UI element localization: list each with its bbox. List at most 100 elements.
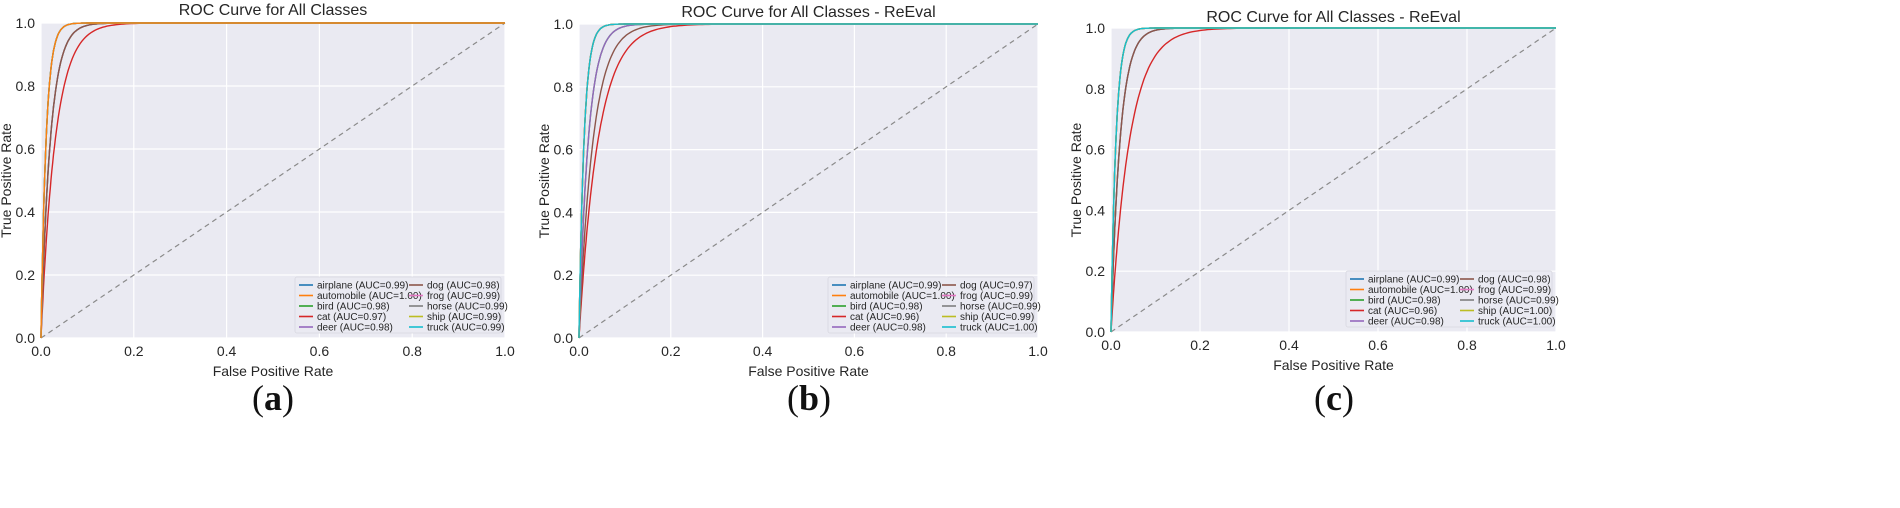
caption-letter: b — [799, 378, 819, 418]
x-tick-label: 0.4 — [1279, 337, 1299, 353]
panel-caption: (a) — [252, 378, 294, 418]
y-axis-label: True Positive Rate — [536, 123, 552, 238]
legend-label-ship: ship (AUC=0.99) — [427, 312, 501, 323]
chart-title: ROC Curve for All Classes - ReEval — [1206, 9, 1460, 26]
legend-box — [294, 276, 502, 334]
chart-title: ROC Curve for All Classes - ReEval — [681, 4, 935, 21]
legend-label-automobile: automobile (AUC=1.00) — [850, 291, 955, 302]
caption-open-paren: ( — [1314, 378, 1326, 418]
x-tick-label: 1.0 — [495, 343, 515, 359]
y-axis-label: True Positive Rate — [0, 123, 14, 238]
x-tick-label: 0.0 — [1101, 337, 1121, 353]
y-tick-label: 0.0 — [1086, 324, 1106, 340]
legend-label-airplane: airplane (AUC=0.99) — [850, 281, 941, 292]
y-tick-label: 0.2 — [16, 267, 36, 283]
legend-label-cat: cat (AUC=0.96) — [850, 312, 919, 323]
legend-label-truck: truck (AUC=1.00) — [960, 323, 1038, 334]
x-tick-label: 0.2 — [1190, 337, 1210, 353]
legend-label-ship: ship (AUC=0.99) — [960, 312, 1034, 323]
legend-label-deer: deer (AUC=0.98) — [317, 323, 393, 334]
x-tick-label: 0.0 — [569, 343, 589, 359]
caption-letter: c — [1326, 378, 1342, 418]
x-tick-label: 0.4 — [753, 343, 773, 359]
x-tick-label: 0.4 — [217, 343, 237, 359]
chart-title: ROC Curve for All Classes — [179, 2, 368, 19]
legend-label-deer: deer (AUC=0.98) — [850, 323, 926, 334]
x-tick-label: 0.8 — [1457, 337, 1477, 353]
panel-caption: (c) — [1314, 378, 1354, 418]
y-tick-label: 0.6 — [16, 141, 36, 157]
y-tick-label: 0.8 — [16, 78, 36, 94]
legend: airplane (AUC=0.99)automobile (AUC=1.00)… — [294, 276, 508, 334]
legend-label-dog: dog (AUC=0.98) — [1478, 275, 1551, 286]
caption-close-paren: ) — [819, 378, 831, 418]
caption-close-paren: ) — [1342, 378, 1354, 418]
x-tick-label: 0.8 — [402, 343, 422, 359]
caption-open-paren: ( — [252, 378, 264, 418]
legend-label-horse: horse (AUC=0.99) — [427, 302, 508, 313]
legend: airplane (AUC=0.99)automobile (AUC=1.00)… — [1345, 270, 1559, 328]
x-tick-label: 0.2 — [661, 343, 681, 359]
legend-box — [827, 276, 1035, 334]
y-tick-label: 0.4 — [1086, 202, 1106, 218]
legend-label-truck: truck (AUC=1.00) — [1478, 317, 1556, 328]
y-tick-label: 0.8 — [1086, 81, 1106, 97]
y-tick-label: 0.4 — [16, 204, 36, 220]
y-tick-label: 1.0 — [554, 16, 574, 32]
roc-curve-truck — [578, 23, 1038, 338]
legend-label-dog: dog (AUC=0.98) — [427, 281, 500, 292]
y-tick-label: 0.4 — [554, 204, 574, 220]
legend-label-ship: ship (AUC=1.00) — [1478, 306, 1552, 317]
legend-label-truck: truck (AUC=0.99) — [427, 323, 505, 334]
x-tick-label: 0.8 — [936, 343, 956, 359]
y-tick-label: 0.6 — [554, 142, 574, 158]
legend-box — [1345, 270, 1553, 328]
y-tick-label: 0.0 — [16, 330, 36, 346]
y-axis-label: True Positive Rate — [1068, 122, 1084, 237]
roc-curve-truck — [1110, 27, 1556, 332]
legend-label-horse: horse (AUC=0.99) — [960, 302, 1041, 313]
gridlines — [40, 22, 506, 339]
x-axis-label: False Positive Rate — [748, 363, 869, 379]
caption-close-paren: ) — [282, 378, 294, 418]
legend-label-deer: deer (AUC=0.98) — [1368, 317, 1444, 328]
legend-label-bird: bird (AUC=0.98) — [1368, 296, 1441, 307]
panel-caption: (b) — [787, 378, 831, 418]
legend-label-frog: frog (AUC=0.99) — [960, 291, 1033, 302]
y-tick-label: 0.8 — [554, 79, 574, 95]
x-tick-label: 0.2 — [124, 343, 144, 359]
x-axis-label: False Positive Rate — [1273, 357, 1394, 373]
x-axis-label: False Positive Rate — [213, 363, 334, 379]
y-tick-label: 0.2 — [554, 267, 574, 283]
x-tick-label: 1.0 — [1546, 337, 1566, 353]
roc-panel-b: 0.0 0.2 0.4 0.6 0.8 1.0 0.0 0.2 0.4 0.6 0.8 1.0 Fals… — [536, 4, 1048, 418]
x-tick-label: 1.0 — [1028, 343, 1048, 359]
legend-label-automobile: automobile (AUC=1.00) — [317, 291, 422, 302]
legend-label-cat: cat (AUC=0.96) — [1368, 306, 1437, 317]
chance-diagonal-line — [578, 23, 1039, 339]
legend-label-horse: horse (AUC=0.99) — [1478, 296, 1559, 307]
legend-label-frog: frog (AUC=0.99) — [1478, 285, 1551, 296]
y-tick-label: 1.0 — [16, 15, 36, 31]
x-tick-label: 0.6 — [1368, 337, 1388, 353]
x-tick-label: 0.6 — [845, 343, 865, 359]
legend-label-airplane: airplane (AUC=0.99) — [1368, 275, 1459, 286]
y-tick-label: 0.6 — [1086, 142, 1106, 158]
chance-diagonal-line — [40, 22, 506, 339]
caption-open-paren: ( — [787, 378, 799, 418]
legend-label-airplane: airplane (AUC=0.99) — [317, 281, 408, 292]
roc-panel-c: 0.0 0.2 0.4 0.6 0.8 1.0 0.0 0.2 0.4 0.6 0.8 1.0 Fals… — [1068, 9, 1566, 418]
roc-curve-automobile — [40, 22, 505, 338]
y-tick-label: 1.0 — [1086, 20, 1106, 36]
y-tick-label: 0.0 — [554, 330, 574, 346]
legend-label-bird: bird (AUC=0.98) — [850, 302, 923, 313]
x-tick-label: 0.0 — [31, 343, 51, 359]
legend: airplane (AUC=0.99)automobile (AUC=1.00)… — [827, 276, 1041, 334]
x-tick-label: 0.6 — [310, 343, 330, 359]
legend-label-automobile: automobile (AUC=1.00) — [1368, 285, 1473, 296]
legend-label-bird: bird (AUC=0.98) — [317, 302, 390, 313]
legend-label-frog: frog (AUC=0.99) — [427, 291, 500, 302]
caption-letter: a — [264, 378, 282, 418]
legend-label-dog: dog (AUC=0.97) — [960, 281, 1033, 292]
